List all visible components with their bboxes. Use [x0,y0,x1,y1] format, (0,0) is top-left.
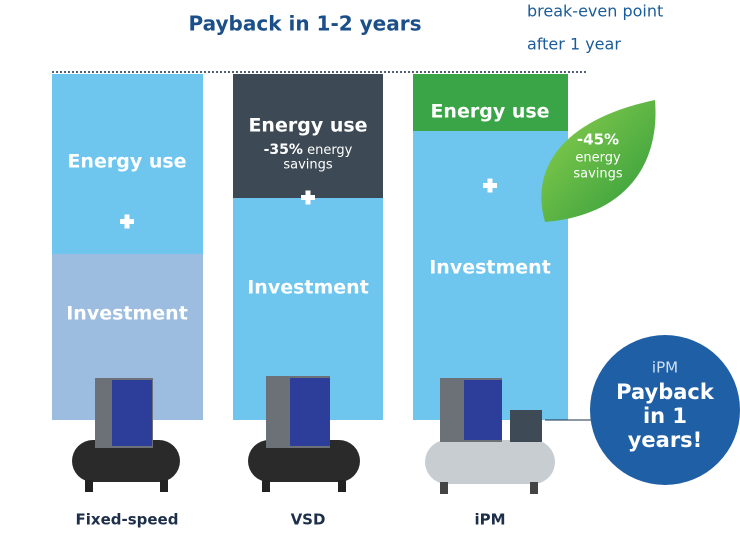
savings-word: energy [307,143,353,158]
column-label: Fixed-speed [76,511,179,529]
column-label: iPM [474,511,505,529]
segment-label: Energy use [248,115,367,137]
badge-text: in 1 [643,404,687,428]
column-label: VSD [291,511,326,529]
note: break-even point [527,2,663,21]
savings-text: savings [283,158,333,173]
note: after 1 year [527,35,621,54]
title: Payback in 1-2 years [189,12,422,36]
segment-label: Energy use [67,151,186,173]
savings-pct: -35% [264,142,303,158]
segment-label: Energy use [430,101,549,123]
segment-label: Investment [247,277,369,299]
leaf-text: -45% [577,131,619,149]
badge-text: Payback [616,380,715,404]
badge-text: iPM [652,359,678,377]
leaf-text: energy [575,151,621,166]
badge-text: years! [628,428,703,452]
leaf-text: savings [573,167,623,182]
segment-label: Investment [66,303,188,325]
savings-text: -35% energy [264,142,353,158]
infographic: Payback in 1-2 years break-even point af… [0,0,740,533]
segment-label: Investment [429,257,551,279]
